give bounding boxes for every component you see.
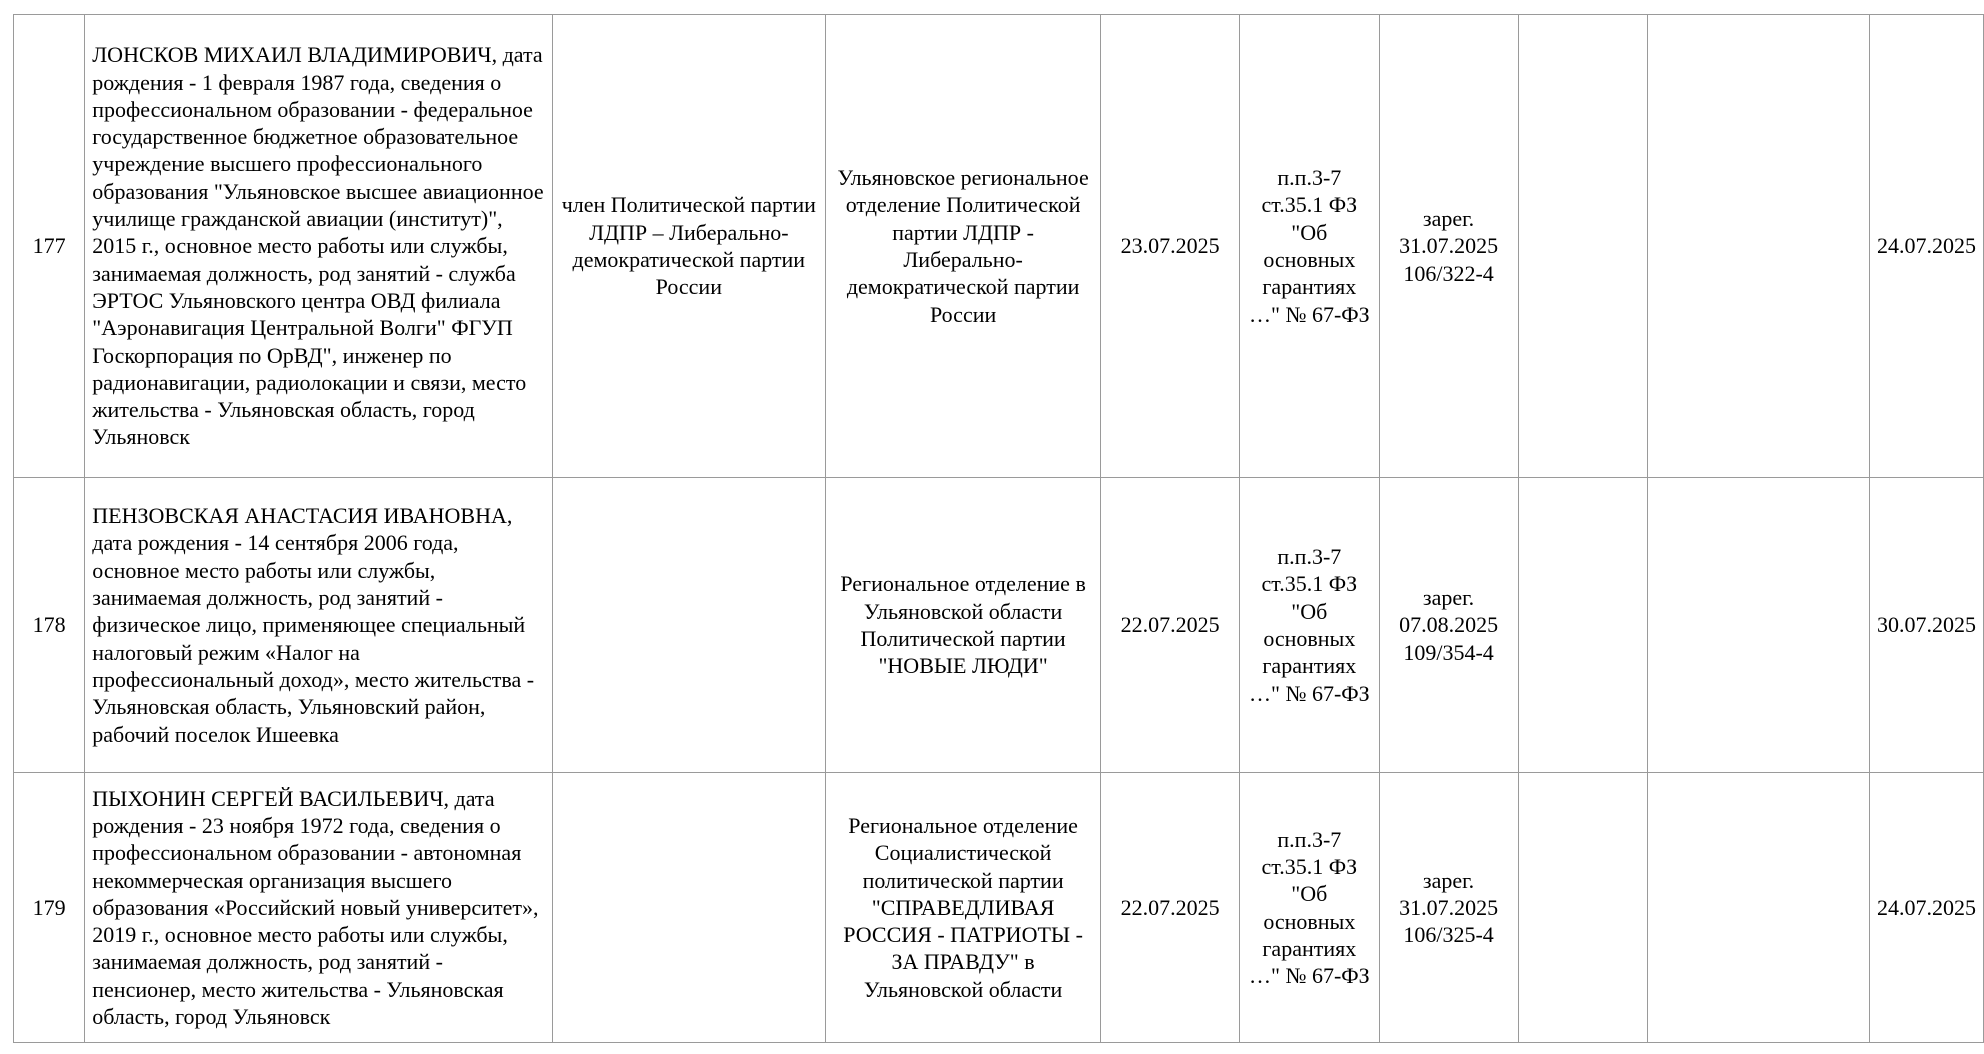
empty-cell [1517,772,1649,1043]
registration-status: зарег. 31.07.2025 106/325-4 [1378,772,1519,1043]
table-row: 178 ПЕНЗОВСКАЯ АНАСТАСИЯ ИВАНОВНА, дата р… [12,477,1984,773]
candidates-table: 177 ЛОНСКОВ МИХАИЛ ВЛАДИМИРОВИЧ, дата рож… [12,14,1984,1043]
row-number: 177 [12,14,86,478]
empty-cell [1647,772,1870,1043]
submission-date: 22.07.2025 [1100,772,1241,1043]
decision-date: 24.07.2025 [1869,14,1984,478]
nominating-body: Ульяновское региональное отделение Полит… [825,14,1102,478]
empty-cell [1517,477,1649,773]
legal-basis: п.п.3-7 ст.35.1 ФЗ "Об основных гарантия… [1239,772,1380,1043]
row-number: 178 [12,477,86,773]
decision-date: 30.07.2025 [1869,477,1984,773]
registration-status: зарег. 07.08.2025 109/354-4 [1378,477,1519,773]
submission-date: 23.07.2025 [1100,14,1241,478]
legal-basis: п.п.3-7 ст.35.1 ФЗ "Об основных гарантия… [1239,477,1380,773]
row-number: 179 [12,772,86,1043]
nominating-body: Региональное отделение в Ульяновской обл… [825,477,1102,773]
candidate-info: ПЫХОНИН СЕРГЕЙ ВАСИЛЬЕВИЧ, дата рождения… [84,772,553,1043]
party-membership [551,772,827,1043]
party-membership: член Политической партии ЛДПР – Либераль… [551,14,827,478]
candidate-info: ПЕНЗОВСКАЯ АНАСТАСИЯ ИВАНОВНА, дата рожд… [84,477,553,773]
candidate-info: ЛОНСКОВ МИХАИЛ ВЛАДИМИРОВИЧ, дата рожден… [84,14,553,478]
empty-cell [1517,14,1649,478]
registration-status: зарег. 31.07.2025 106/322-4 [1378,14,1519,478]
empty-cell [1647,14,1870,478]
table-row: 177 ЛОНСКОВ МИХАИЛ ВЛАДИМИРОВИЧ, дата рож… [12,14,1984,478]
nominating-body: Региональное отделение Социалистической … [825,772,1102,1043]
table-row: 179 ПЫХОНИН СЕРГЕЙ ВАСИЛЬЕВИЧ, дата рожде… [12,772,1984,1043]
submission-date: 22.07.2025 [1100,477,1241,773]
legal-basis: п.п.3-7 ст.35.1 ФЗ "Об основных гарантия… [1239,14,1380,478]
empty-cell [1647,477,1870,773]
decision-date: 24.07.2025 [1869,772,1984,1043]
party-membership [551,477,827,773]
